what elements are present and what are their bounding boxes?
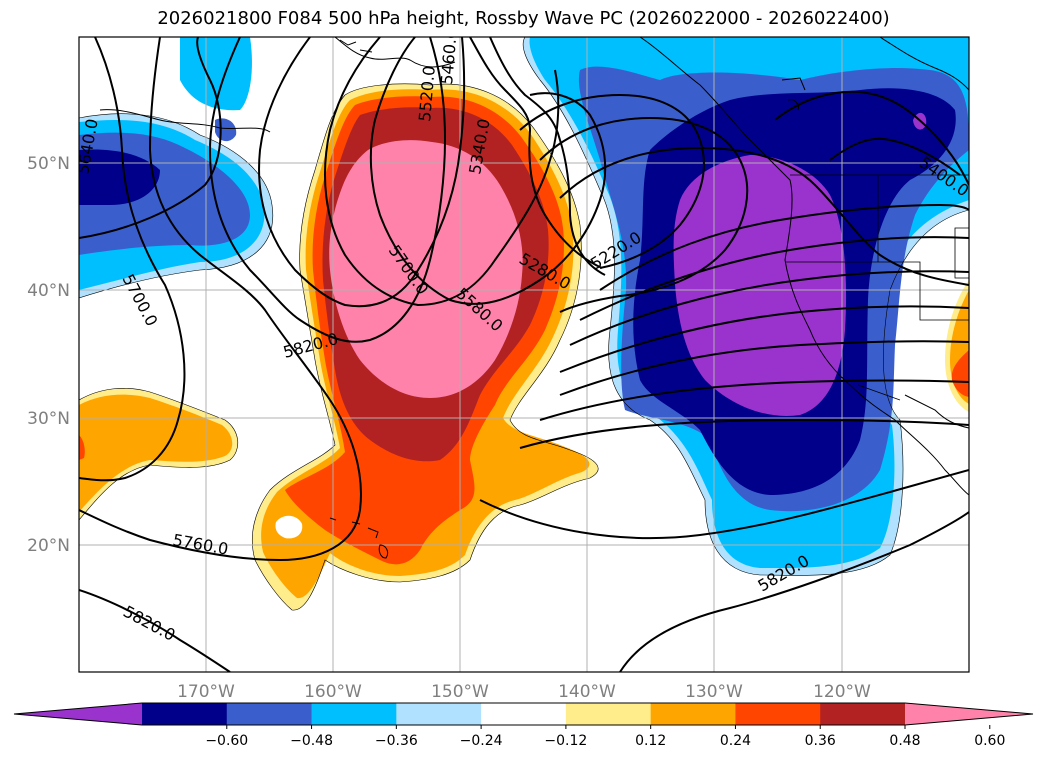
contour-label: 5520.0: [415, 65, 439, 122]
colorbar-tick-label: 0.24: [720, 733, 751, 749]
map-plot-area: 5640.0 5700.0 5820.0 5760.0 5820.0 5700.…: [79, 28, 969, 672]
colorbar-swatch: [565, 703, 652, 725]
plot-frame: [78, 36, 970, 673]
colorbar-swatch: [226, 703, 313, 725]
colorbar-extend-min: [14, 703, 142, 725]
colorbar-swatch: [735, 703, 821, 725]
colorbar-tick-label: 0.12: [635, 733, 666, 749]
latitude-labels: 50°N 40°N 30°N 20°N: [27, 154, 70, 556]
longitude-labels: 170°W 160°W 150°W 140°W 130°W 120°W: [177, 682, 871, 702]
lon-label: 170°W: [177, 682, 235, 702]
height-contours: [79, 37, 969, 672]
colorbar-extend-max: [905, 703, 1033, 725]
colorbar-swatch: [820, 703, 906, 725]
lat-label: 50°N: [27, 154, 70, 174]
colorbar-tick-label: −0.60: [205, 733, 248, 749]
colorbar-swatch: [481, 703, 567, 725]
lat-label: 40°N: [27, 281, 70, 301]
positive-anomaly-west: [79, 388, 238, 520]
political-borders: [785, 174, 969, 401]
colorbar-swatch: [396, 703, 482, 725]
colorbar-tick-label: −0.36: [375, 733, 418, 749]
colorbar-tick-label: 0.36: [805, 733, 836, 749]
colorbar-outline: [13, 702, 1034, 726]
colorbar-swatch: [142, 703, 228, 725]
positive-anomaly-east: [945, 280, 969, 412]
lon-label: 120°W: [813, 682, 871, 702]
coastlines: [99, 37, 969, 496]
contour-label: 5460.0: [437, 28, 461, 85]
colorbar-tick-label: 0.60: [974, 733, 1005, 749]
shading-outlines: [79, 37, 969, 611]
colorbar-tick-label: −0.24: [460, 733, 503, 749]
map-title: 2026021800 F084 500 hPa height, Rossby W…: [157, 8, 890, 29]
colorbar-tick-label: −0.48: [290, 733, 333, 749]
lon-label: 130°W: [685, 682, 743, 702]
lat-label: 20°N: [27, 536, 70, 556]
lon-label: 160°W: [304, 682, 362, 702]
colorbar-swatch: [650, 703, 736, 725]
lat-label: 30°N: [27, 409, 70, 429]
colorbar: −0.60 −0.48 −0.36 −0.24 −0.12 0.12 0.24 0.36 0.4…: [13, 702, 1034, 749]
colorbar-tick-label: 0.48: [889, 733, 920, 749]
lon-label: 150°W: [431, 682, 489, 702]
colorbar-tick-label: −0.12: [544, 733, 587, 749]
lon-label: 140°W: [558, 682, 616, 702]
colorbar-swatch: [311, 703, 397, 725]
